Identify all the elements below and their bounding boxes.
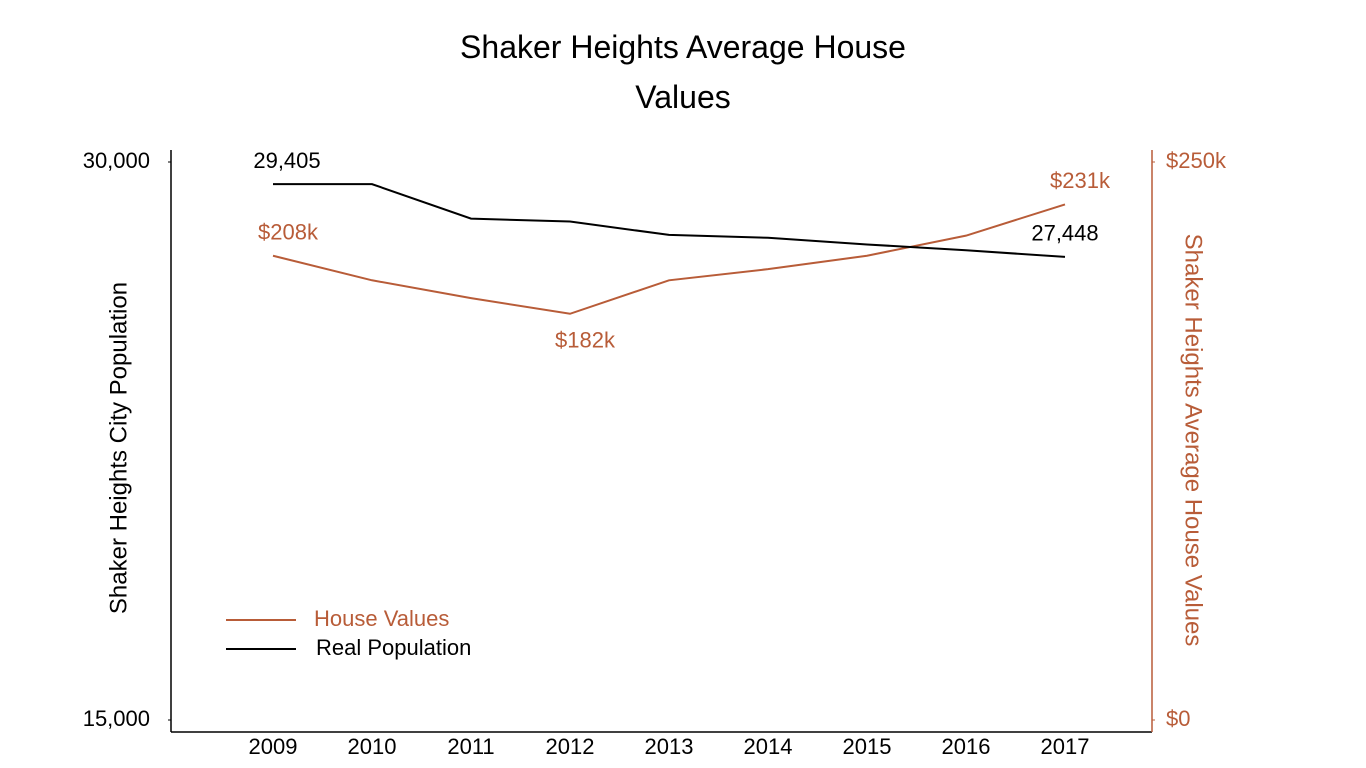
legend-label: House Values: [314, 606, 449, 631]
x-tick-label: 2012: [546, 734, 595, 759]
data-label: 29,405: [253, 148, 320, 173]
y-axis-label: Shaker Heights City Population: [105, 282, 132, 614]
y2-tick-label: $250k: [1166, 148, 1227, 173]
data-label: $208k: [258, 220, 319, 245]
chart-title: Shaker Heights Average House Values: [460, 29, 906, 115]
x-tick-label: 2016: [942, 734, 991, 759]
x-tick-label: 2013: [645, 734, 694, 759]
x-tick-label: 2017: [1041, 734, 1090, 759]
data-label: 27,448: [1031, 221, 1098, 246]
data-label: $182k: [555, 328, 616, 353]
x-tick-label: 2009: [249, 734, 298, 759]
y-tick-label: 30,000: [83, 148, 150, 173]
x-tick-label: 2014: [744, 734, 793, 759]
x-tick-label: 2011: [447, 734, 494, 759]
data-label: $231k: [1050, 168, 1111, 193]
y2-axis-label: Shaker Heights Average House Values: [1180, 234, 1207, 647]
legend-label: Real Population: [316, 635, 471, 660]
y2-tick-label: $0: [1166, 706, 1190, 731]
y-tick-label: 15,000: [83, 706, 150, 731]
series-line: [272, 203, 1066, 315]
x-tick-label: 2015: [843, 734, 892, 759]
series-line: [273, 183, 1066, 258]
x-tick-label: 2010: [348, 734, 397, 759]
